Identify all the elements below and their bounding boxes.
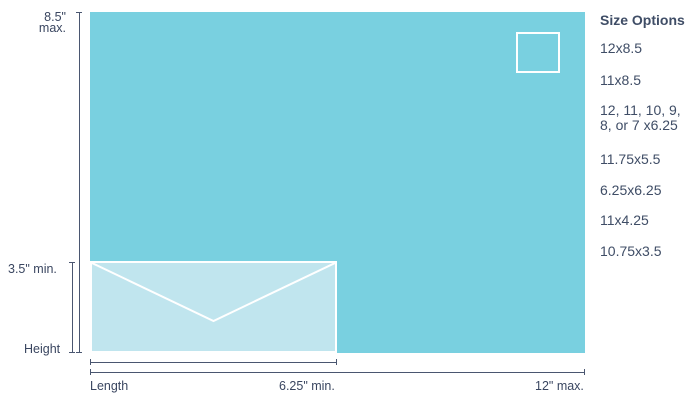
size-option-text-continued: 8, or 7 x6.25 xyxy=(600,117,678,133)
min-height-label: 3.5" min. xyxy=(8,262,57,276)
min-length-label: 6.25" min. xyxy=(279,379,335,393)
max-height-suffix: max. xyxy=(38,21,66,35)
size-option-item: 11x8.5 xyxy=(600,73,641,88)
size-options-title: Size Options xyxy=(600,12,685,28)
size-option-text: 12, 11, 10, 9, xyxy=(600,102,681,118)
min-height-dimension-line xyxy=(72,262,73,353)
max-height-bottom-tick xyxy=(76,352,82,353)
length-axis-label: Length xyxy=(90,379,129,393)
size-option-text: 11x8.5 xyxy=(600,72,641,88)
max-height-value: 8.5" xyxy=(44,10,66,24)
size-option-text: 6.25x6.25 xyxy=(600,182,662,198)
size-option-item: 6.25x6.25 xyxy=(600,183,662,198)
envelope-flap-icon xyxy=(92,263,335,323)
min-length-right-tick xyxy=(336,359,337,365)
size-option-text: 11x4.25 xyxy=(600,212,649,228)
size-option-item: 10.75x3.5 xyxy=(600,244,662,259)
min-height-bottom-tick xyxy=(69,352,75,353)
max-height-top-tick xyxy=(76,12,82,13)
max-height-dimension-line xyxy=(79,12,80,353)
minimum-envelope xyxy=(90,261,337,353)
max-height-label: 8.5" max. xyxy=(38,10,66,35)
max-length-dimension-line xyxy=(90,372,585,373)
size-option-item: 12x8.5 xyxy=(600,41,642,56)
mail-piece-area xyxy=(90,12,585,353)
size-option-item: 11.75x5.5 xyxy=(600,152,660,167)
min-height-top-tick xyxy=(69,262,75,263)
size-option-item: 11x4.25 xyxy=(600,213,649,228)
max-length-left-tick xyxy=(90,369,91,375)
min-length-left-tick xyxy=(90,359,91,365)
size-option-text: 10.75x3.5 xyxy=(600,243,662,259)
size-option-text: 11.75x5.5 xyxy=(600,151,661,167)
height-axis-label: Height xyxy=(24,342,61,356)
size-option-text: 12x8.5 xyxy=(600,40,643,56)
stamp-placeholder xyxy=(516,32,560,73)
size-option-item: 12, 11, 10, 9, 8, or 7 x6.25 xyxy=(600,103,681,133)
max-length-label: 12" max. xyxy=(535,379,584,393)
min-length-dimension-line xyxy=(90,362,337,363)
max-length-right-tick xyxy=(584,369,585,375)
